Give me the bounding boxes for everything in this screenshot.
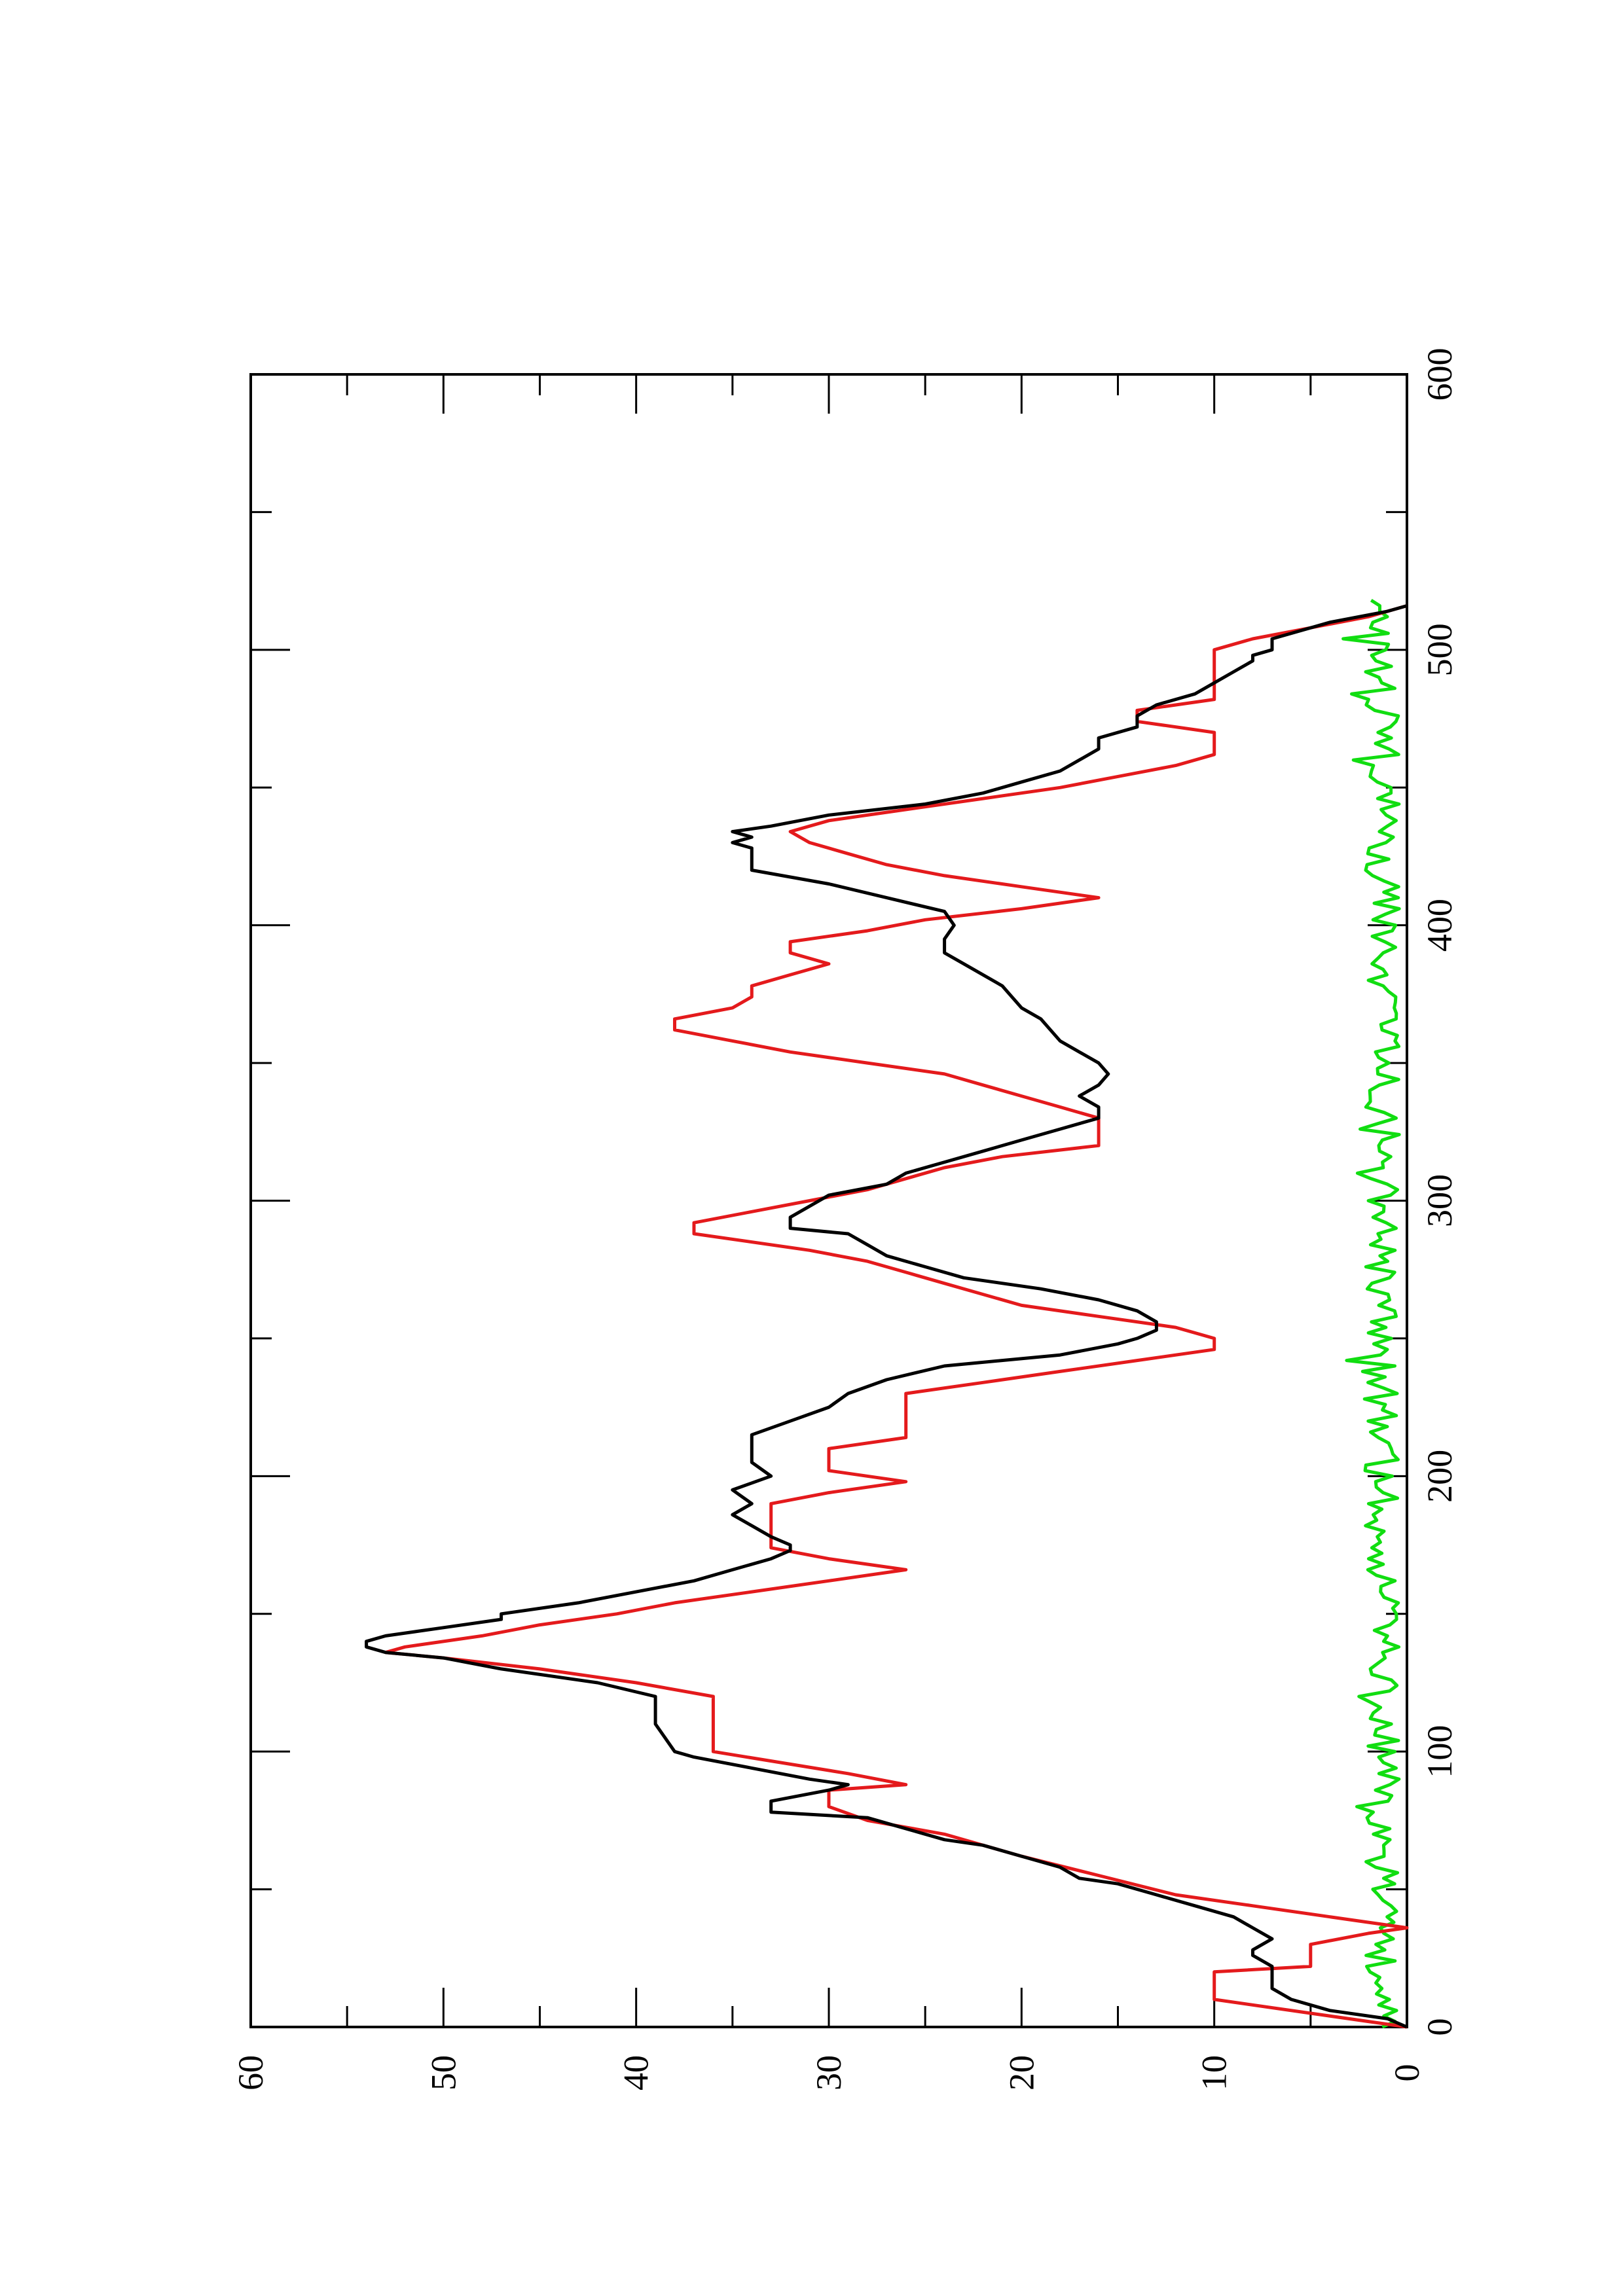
series-red-line (384, 604, 1409, 2029)
series-group (365, 598, 1409, 2029)
plot-area (249, 373, 1409, 2029)
axis-ticks (251, 374, 1407, 2027)
y-tick-label: 50 (424, 2055, 463, 2090)
x-tick-label: 200 (1420, 1450, 1459, 1503)
y-tick-label: 60 (231, 2055, 270, 2090)
x-tick-label: 500 (1420, 623, 1459, 676)
y-tick-label: 30 (809, 2055, 848, 2090)
series-black-line (365, 604, 1408, 2029)
x-tick-label: 100 (1420, 1725, 1459, 1778)
x-tick-label: 300 (1420, 1174, 1459, 1227)
series-green-line (1341, 598, 1401, 2029)
y-tick-label: 0 (1387, 2064, 1427, 2082)
y-tick-label: 20 (1002, 2055, 1041, 2090)
tick-labels: 0 100 200 300 400 500 600 0 10 20 30 40 50 60 (231, 348, 1459, 2091)
y-tick-label: 40 (617, 2055, 656, 2090)
y-tick-label: 10 (1195, 2055, 1234, 2090)
plot-frame (249, 373, 1408, 2028)
x-tick-label: 600 (1420, 348, 1459, 401)
x-tick-label: 400 (1420, 899, 1459, 952)
x-tick-label: 0 (1420, 2018, 1459, 2036)
